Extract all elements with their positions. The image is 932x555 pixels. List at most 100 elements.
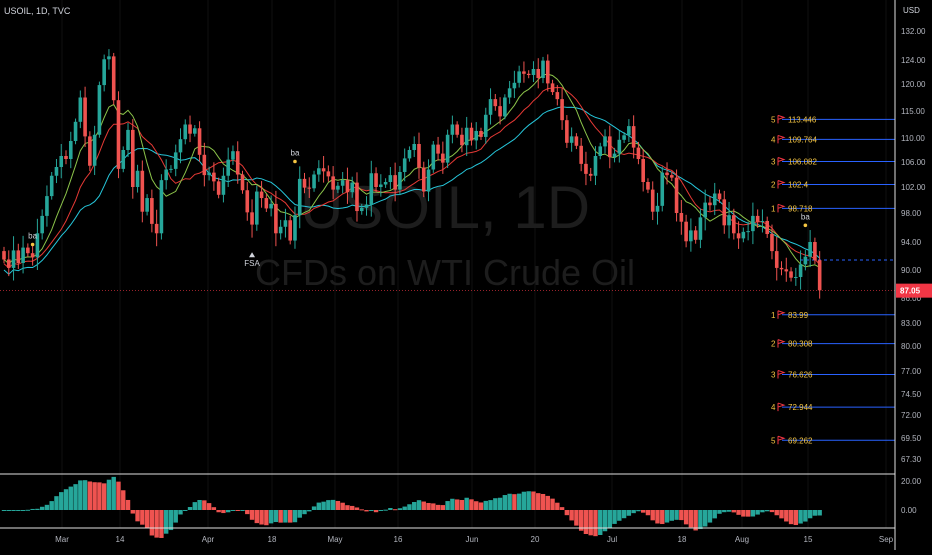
- time-tick-label: May: [327, 535, 342, 544]
- level-flag-icon: [777, 203, 786, 213]
- candle-body: [250, 212, 254, 225]
- candle-body: [121, 150, 126, 169]
- candle-body: [612, 153, 617, 158]
- osc-bar: [283, 510, 288, 523]
- osc-tick-label: 0.00: [901, 506, 917, 515]
- candle-body: [331, 176, 335, 190]
- time-axis[interactable]: Mar 14 Apr 18 May 16 Jun 20 Jul 18 Aug 15 Sep: [55, 535, 894, 544]
- candle-body: [369, 173, 374, 205]
- price-tick-label: 74.50: [901, 390, 922, 399]
- marker-dot-icon: [803, 223, 808, 228]
- oscillator-histogram: [1, 476, 822, 538]
- candle-body: [302, 178, 307, 188]
- osc-bar: [183, 510, 188, 511]
- osc-bar: [683, 510, 689, 525]
- candle-body: [221, 175, 226, 195]
- level-flag-icon: [777, 157, 786, 166]
- osc-bar: [750, 510, 756, 517]
- osc-bar: [693, 510, 698, 531]
- candle-body: [78, 97, 83, 122]
- osc-bar: [722, 510, 727, 513]
- osc-bar: [149, 510, 155, 536]
- osc-bar: [354, 507, 360, 510]
- osc-bar: [812, 510, 818, 516]
- osc-bar: [6, 510, 11, 511]
- osc-bar: [712, 510, 717, 519]
- ma-fast-line: [3, 73, 820, 268]
- candle-body: [574, 136, 579, 146]
- candle-body: [164, 169, 168, 181]
- osc-bar: [288, 510, 293, 523]
- osc-bar: [11, 510, 16, 511]
- marker-label: ba: [291, 149, 300, 158]
- candle-body: [798, 264, 803, 277]
- osc-bar: [617, 510, 622, 521]
- candle-body: [503, 97, 507, 117]
- level-value: 83.99: [788, 311, 809, 320]
- candle-body: [507, 88, 512, 98]
- osc-bar: [702, 510, 708, 527]
- osc-bar: [302, 510, 307, 515]
- candle-body: [536, 69, 541, 78]
- candle-body: [274, 203, 278, 234]
- symbol-header[interactable]: USOIL, 1D, TVC: [4, 6, 71, 16]
- candle-body: [388, 175, 393, 182]
- osc-bar: [254, 510, 260, 524]
- osc-bar: [402, 506, 407, 510]
- osc-bar: [564, 510, 570, 516]
- osc-bar: [426, 502, 431, 510]
- osc-bar: [478, 502, 484, 510]
- candle-body: [340, 180, 345, 186]
- candle-body: [102, 59, 106, 86]
- candle-body: [126, 129, 130, 150]
- time-tick-label: Apr: [202, 535, 215, 544]
- candle-body: [736, 233, 741, 239]
- osc-bar: [774, 510, 779, 516]
- candle-body: [555, 92, 560, 100]
- osc-bar: [679, 510, 684, 521]
- osc-bar: [345, 505, 350, 510]
- candle-body: [92, 134, 97, 166]
- osc-bar: [474, 501, 479, 510]
- osc-bar: [240, 510, 245, 511]
- candle-body: [188, 124, 192, 134]
- candle-body: [135, 170, 140, 187]
- candle-body: [455, 124, 459, 135]
- osc-bar: [35, 508, 40, 510]
- osc-bar: [512, 494, 517, 510]
- candle-body: [169, 168, 173, 170]
- candle-body: [727, 215, 731, 226]
- osc-bar: [321, 501, 326, 510]
- candle-body: [794, 277, 798, 278]
- osc-bar: [536, 493, 541, 510]
- osc-bar: [292, 510, 298, 523]
- osc-bar: [569, 510, 574, 521]
- candle-body: [383, 182, 388, 185]
- osc-bar: [640, 510, 646, 513]
- last-price-label: 87.05: [900, 287, 921, 296]
- moving-averages: [3, 73, 821, 275]
- candle-body: [650, 189, 655, 212]
- price-axis[interactable]: 132.00 124.00 120.00 115.00 110.00 106.00 102.…: [896, 27, 932, 464]
- candle-body: [674, 177, 679, 213]
- osc-bar: [435, 504, 441, 510]
- price-tick-label: 98.00: [901, 209, 922, 218]
- candle-body: [107, 56, 111, 60]
- osc-bar: [273, 510, 279, 523]
- osc-bar: [392, 509, 398, 511]
- osc-bar: [16, 510, 21, 511]
- candle-body: [364, 204, 369, 208]
- time-tick-label: Aug: [735, 535, 749, 544]
- candle-body: [545, 60, 550, 84]
- osc-bar: [140, 510, 145, 525]
- candle-body: [474, 130, 479, 141]
- osc-bar: [125, 499, 131, 510]
- osc-bar: [211, 507, 217, 510]
- osc-bar: [106, 479, 112, 510]
- osc-bar: [664, 510, 670, 523]
- level-index: 4: [771, 403, 776, 412]
- candle-body: [417, 144, 421, 168]
- level-index: 3: [771, 158, 776, 167]
